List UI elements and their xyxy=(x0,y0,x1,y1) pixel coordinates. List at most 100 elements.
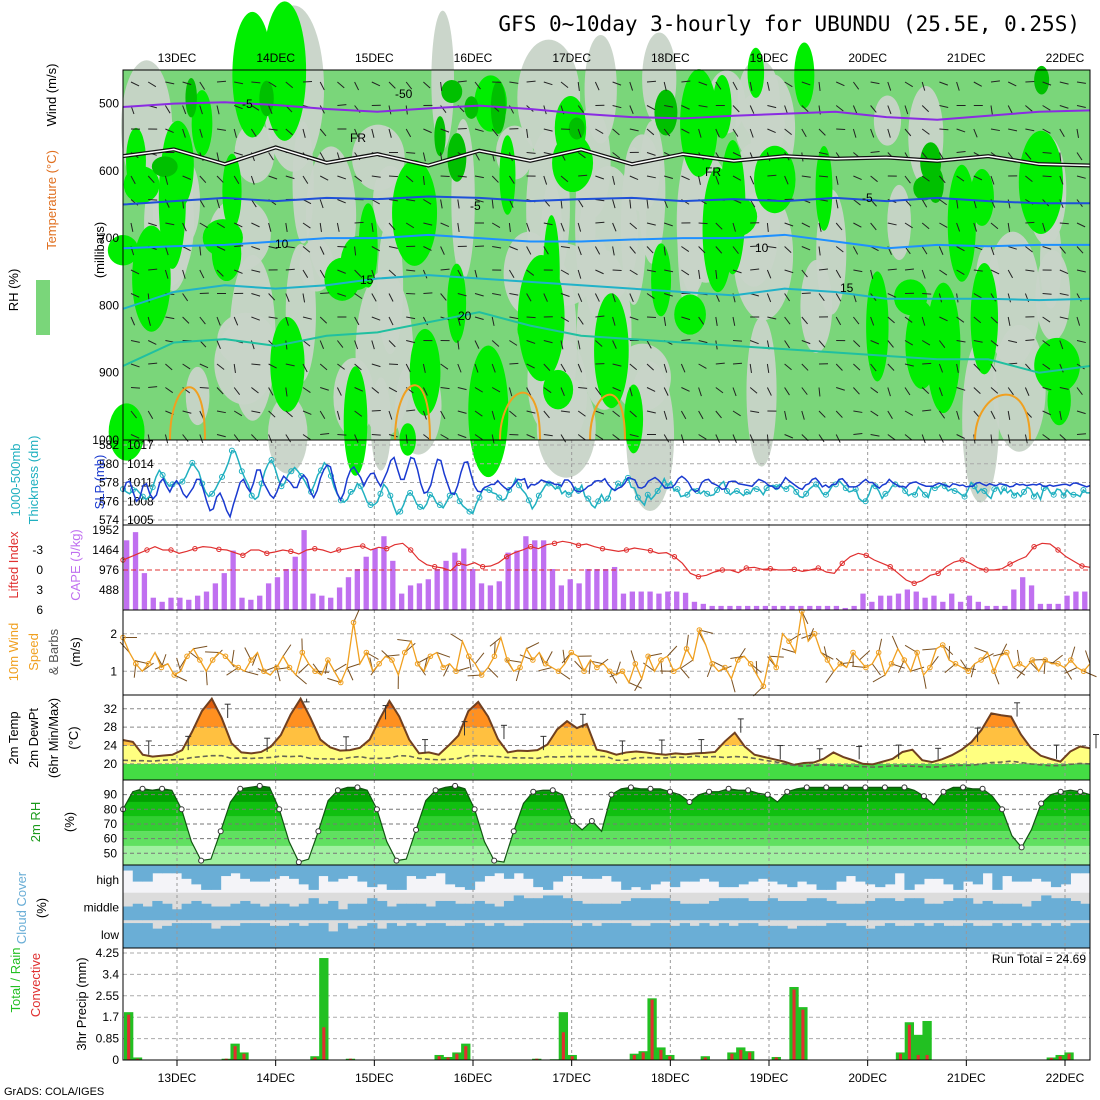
wind-barb-10m xyxy=(1016,667,1027,679)
rh-moist-area xyxy=(447,263,467,343)
cloud-low-bar xyxy=(269,925,280,948)
cloud-middle-bar xyxy=(875,898,886,921)
wind-speed-point xyxy=(350,619,357,626)
cloud-middle-bar xyxy=(132,903,144,921)
cloud-middle-bar xyxy=(806,898,818,921)
cloud-low-bar xyxy=(933,923,944,948)
wind-barb xyxy=(698,128,702,138)
wind-barb xyxy=(251,410,261,414)
cape-tick-label: 488 xyxy=(99,583,119,597)
cape-bar xyxy=(416,583,423,610)
wind-barb xyxy=(835,222,843,231)
wind-barb xyxy=(371,175,381,178)
cloud-high-bar xyxy=(572,865,583,877)
cloud-middle-bar xyxy=(406,903,417,921)
wind-barb xyxy=(852,81,860,90)
rh-point xyxy=(373,806,380,813)
cape-bar xyxy=(203,591,210,610)
wind-barb xyxy=(509,81,519,84)
wind-barb xyxy=(509,316,519,320)
rh-moist-area xyxy=(651,243,672,317)
wind-barb xyxy=(595,128,604,134)
wind-barb xyxy=(216,316,221,326)
lifted-index-point xyxy=(719,567,726,573)
thickness-point xyxy=(634,494,641,501)
wind-speed-point xyxy=(606,668,613,675)
wind-barb xyxy=(956,81,960,91)
cape-bar xyxy=(709,605,715,610)
wind-barb xyxy=(629,199,632,209)
wind-barb xyxy=(921,340,931,346)
thickness-point xyxy=(921,491,928,498)
wind-barb xyxy=(818,387,821,397)
cloud-middle-bar xyxy=(1080,903,1091,921)
cloud-middle-bar xyxy=(425,906,437,921)
wind-barb xyxy=(165,363,173,371)
cloud-middle-bar xyxy=(767,898,778,921)
cloud-cover-unit-label: (%) xyxy=(34,898,49,918)
wind-barb xyxy=(216,410,226,414)
thickness-point xyxy=(347,488,354,495)
cape-bar xyxy=(771,605,777,610)
rh-saturated-area xyxy=(185,77,197,118)
cloud-high-bar xyxy=(220,865,231,877)
wind-barb xyxy=(543,293,548,302)
rh-moist-area xyxy=(970,262,999,375)
wind-barb xyxy=(749,81,753,91)
wind-barb xyxy=(508,222,511,232)
wind-speed-point xyxy=(235,664,242,671)
wind-barb xyxy=(337,434,347,436)
wind-barb xyxy=(491,340,500,347)
wind-barb xyxy=(1076,175,1086,179)
cloud-middle-bar xyxy=(435,900,446,921)
thickness-point xyxy=(417,503,424,510)
wind-barb xyxy=(629,269,638,276)
cloud-low-bar xyxy=(728,925,739,948)
wind-barb xyxy=(853,175,862,181)
wind-barb xyxy=(337,199,346,204)
wind-barb xyxy=(526,152,536,154)
cloud-low-bar xyxy=(914,923,925,948)
rh-moist-area xyxy=(1018,130,1064,234)
wind-barb xyxy=(973,340,983,343)
cloud-low-bar xyxy=(943,925,954,948)
rh-tick-label: 90 xyxy=(104,788,118,802)
cloud-high-bar xyxy=(171,865,183,874)
cape-bar xyxy=(656,593,662,610)
rh-point xyxy=(452,782,459,789)
cloud-high-bar xyxy=(142,865,153,882)
wind-barb-10m xyxy=(588,659,591,674)
cloud-high-bar xyxy=(269,865,280,879)
lifted-index-point xyxy=(1031,543,1037,550)
wind-barb xyxy=(440,293,447,301)
precip-tick-label: 2.55 xyxy=(96,989,120,1003)
wind-barb xyxy=(853,269,863,273)
wind-barb xyxy=(560,222,565,232)
wind-barb xyxy=(784,246,792,254)
cape-bar xyxy=(762,605,769,610)
wind-barb xyxy=(1007,105,1013,114)
rh-saturated-area xyxy=(568,117,585,140)
wind-barb xyxy=(336,222,340,232)
wind-barb xyxy=(423,222,433,226)
cloud-middle-bar xyxy=(1002,903,1013,921)
wind-barb xyxy=(973,387,981,394)
wind-barb xyxy=(1007,269,1014,279)
cloud-high-bar xyxy=(298,865,310,885)
rh-moist-area xyxy=(324,257,360,301)
cape-bar xyxy=(860,593,866,610)
cloud-low-bar xyxy=(1002,925,1013,948)
wind-barb xyxy=(577,316,584,325)
rh-moist-area xyxy=(222,153,242,230)
wind-barb xyxy=(766,81,770,91)
thickness-point xyxy=(763,485,770,492)
wind-barb xyxy=(939,175,946,184)
thickness-point xyxy=(842,485,849,492)
rh-point xyxy=(588,818,595,825)
contour-label: 15 xyxy=(360,273,374,287)
cloud-low-bar xyxy=(494,923,505,948)
wind-barb xyxy=(732,269,742,274)
cloud-middle-bar xyxy=(943,900,954,921)
wind-barb xyxy=(474,434,483,440)
cloud-high-bar xyxy=(660,865,671,882)
